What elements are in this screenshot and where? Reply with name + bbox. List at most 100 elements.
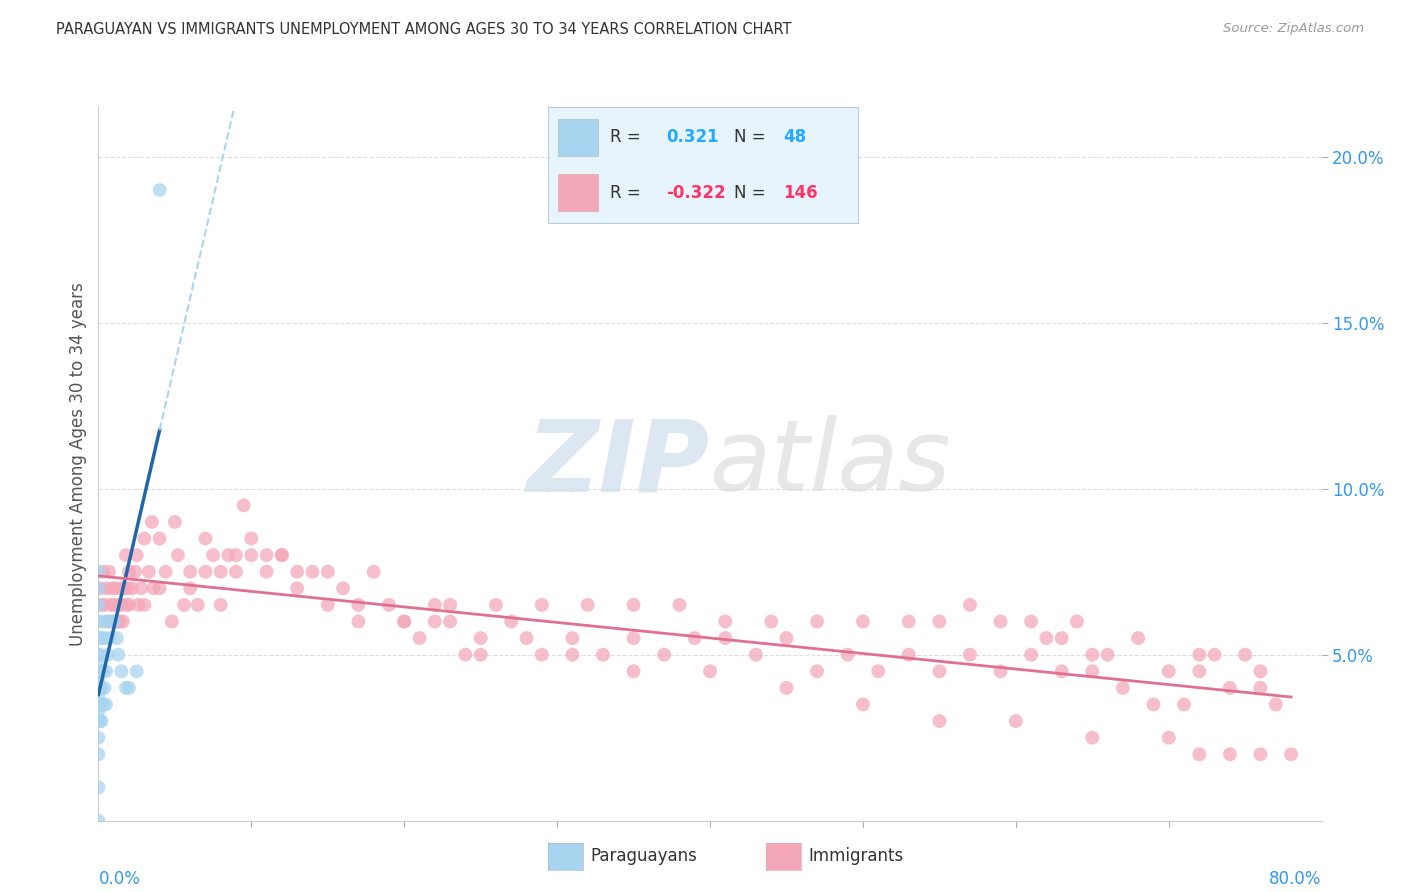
Point xyxy=(1050,665,1073,679)
Point xyxy=(806,665,828,679)
Point xyxy=(149,183,172,197)
Point xyxy=(134,532,156,546)
Point xyxy=(1019,648,1042,662)
Point xyxy=(87,681,110,695)
Point xyxy=(592,648,614,662)
Point xyxy=(530,648,553,662)
Text: Paraguayans: Paraguayans xyxy=(591,847,697,865)
Point xyxy=(89,698,111,712)
Point xyxy=(1279,747,1302,762)
Point xyxy=(124,565,146,579)
Point xyxy=(225,548,247,562)
Point xyxy=(683,631,706,645)
Point xyxy=(87,674,110,689)
Point xyxy=(576,598,599,612)
Point xyxy=(378,598,401,612)
Point xyxy=(209,565,232,579)
Point xyxy=(1249,665,1271,679)
Point xyxy=(87,714,110,728)
Point xyxy=(87,654,110,668)
Point xyxy=(202,548,225,562)
Point xyxy=(91,665,114,679)
Text: N =: N = xyxy=(734,184,765,202)
Text: 0.0%: 0.0% xyxy=(98,871,141,888)
Point xyxy=(928,665,950,679)
Point xyxy=(97,615,120,629)
Point xyxy=(179,565,201,579)
Point xyxy=(501,615,523,629)
Point xyxy=(897,648,920,662)
Point xyxy=(125,665,148,679)
Point xyxy=(160,615,183,629)
Point xyxy=(1081,731,1104,745)
Point xyxy=(959,648,981,662)
Point xyxy=(101,615,124,629)
Point xyxy=(454,648,477,662)
Point xyxy=(87,582,110,596)
Point xyxy=(117,582,139,596)
Text: atlas: atlas xyxy=(710,416,952,512)
Point xyxy=(91,615,114,629)
Point xyxy=(423,598,446,612)
Point xyxy=(173,598,195,612)
Point xyxy=(1264,698,1286,712)
Point xyxy=(561,631,583,645)
Point xyxy=(1157,665,1180,679)
Point xyxy=(561,648,583,662)
Point xyxy=(93,681,115,695)
Point xyxy=(194,565,217,579)
Point xyxy=(347,615,370,629)
Point xyxy=(232,499,254,513)
Point xyxy=(745,648,768,662)
Point xyxy=(138,565,160,579)
Point xyxy=(87,688,110,702)
Point xyxy=(439,598,461,612)
Point xyxy=(852,698,875,712)
Point xyxy=(1128,631,1150,645)
Point xyxy=(121,582,143,596)
Point xyxy=(775,681,797,695)
Point xyxy=(1019,615,1042,629)
Point xyxy=(868,665,890,679)
Point xyxy=(392,615,416,629)
Point xyxy=(1142,698,1164,712)
Point xyxy=(1112,681,1135,695)
Point xyxy=(93,598,115,612)
Text: 146: 146 xyxy=(783,184,818,202)
Point xyxy=(1249,681,1271,695)
Point xyxy=(110,665,132,679)
Point xyxy=(1035,631,1057,645)
Point xyxy=(105,615,128,629)
Point xyxy=(89,714,111,728)
Point xyxy=(87,631,110,645)
Point xyxy=(103,615,125,629)
Point xyxy=(1188,747,1211,762)
Point xyxy=(103,598,125,612)
Point xyxy=(91,565,114,579)
Point xyxy=(959,598,981,612)
Point xyxy=(89,665,111,679)
Point xyxy=(652,648,675,662)
Point xyxy=(714,631,737,645)
Point xyxy=(90,681,112,695)
Point xyxy=(94,665,117,679)
Point xyxy=(1249,747,1271,762)
Text: R =: R = xyxy=(610,184,641,202)
Point xyxy=(87,565,110,579)
Point xyxy=(439,615,461,629)
Point xyxy=(179,582,201,596)
Point xyxy=(105,615,128,629)
Point xyxy=(897,615,920,629)
Point xyxy=(408,631,430,645)
Point xyxy=(1004,714,1026,728)
Point xyxy=(149,532,172,546)
Point xyxy=(87,698,110,712)
Point xyxy=(990,665,1012,679)
Point xyxy=(127,598,149,612)
Point xyxy=(990,615,1012,629)
Point xyxy=(98,631,121,645)
Point xyxy=(1081,665,1104,679)
Point xyxy=(1188,648,1211,662)
Point xyxy=(806,615,828,629)
Point xyxy=(89,631,111,645)
